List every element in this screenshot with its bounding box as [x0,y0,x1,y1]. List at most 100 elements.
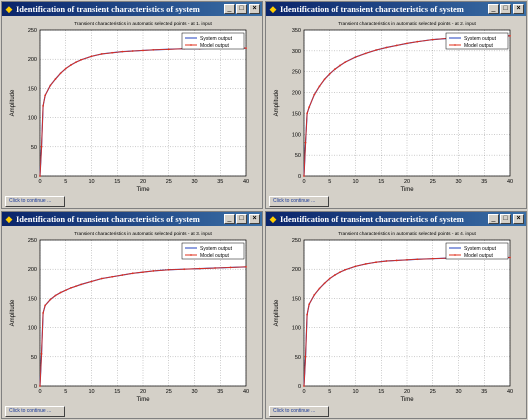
title-bar[interactable]: ◆ Identification of transient characteri… [266,2,526,16]
model-output-point [303,175,305,177]
legend-entry: Model output [464,43,494,49]
legend-box [181,242,245,260]
model-output-point [306,112,308,115]
y-tick-label: 300 [292,49,301,55]
axes-frame [303,29,511,177]
model-output-point [40,352,43,355]
legend-marker [190,254,192,256]
model-output-point [509,34,511,37]
x-tick-label: 30 [455,389,461,395]
chart-title: Transient characteristics in automatic s… [74,21,212,27]
model-output-point [131,272,134,275]
figure-window-2[interactable]: ◆ Identification of transient characteri… [265,1,527,209]
x-tick-label: 5 [64,389,67,395]
model-output-point [375,49,377,51]
title-bar[interactable]: ◆ Identification of transient characteri… [266,212,526,226]
close-button[interactable]: × [249,214,260,224]
y-tick-label: 200 [28,57,37,63]
model-output-point [183,268,186,271]
x-tick-label: 20 [140,389,146,395]
maximize-button[interactable]: □ [236,214,247,224]
matlab-figure-icon: ◆ [5,4,13,14]
model-output-point [385,260,388,262]
y-tick-label: 100 [292,132,301,138]
minimize-button[interactable]: _ [224,4,235,14]
model-output-point [64,289,67,292]
maximize-button[interactable]: □ [500,214,511,224]
model-output-point [64,67,67,70]
model-output-point [304,355,307,358]
minimize-button[interactable]: _ [224,214,235,224]
minimize-button[interactable]: _ [488,214,499,224]
y-tick-label: 150 [292,111,301,117]
figure-window-1[interactable]: ◆ Identification of transient characteri… [1,1,263,209]
x-tick-label: 35 [481,389,487,395]
x-tick-label: 5 [328,389,331,395]
maximize-button[interactable]: □ [500,4,511,14]
x-tick-label: 35 [217,179,223,185]
x-tick-label: 35 [481,179,487,185]
model-output-point [54,78,57,80]
legend-entry: Model output [200,253,230,259]
model-output-point [70,286,72,289]
window-title: Identification of transient characterist… [16,214,200,224]
axes-frame [303,239,511,387]
model-output-point [339,271,341,274]
figure-window-3[interactable]: ◆ Identification of transient characteri… [1,211,263,419]
model-output-point [318,85,321,88]
x-tick-label: 0 [302,389,305,395]
x-tick-label: 10 [88,179,94,185]
y-tick-label: 100 [28,116,37,122]
y-tick-label: 200 [292,267,301,273]
x-tick-label: 15 [378,179,384,185]
x-tick-label: 20 [404,389,410,395]
y-axis-label: Amplitude [10,299,16,326]
transient-chart: Transient characteristics in automatic s… [266,16,526,194]
y-tick-label: 250 [292,238,301,244]
model-output-point [70,64,72,66]
title-bar[interactable]: ◆ Identification of transient characteri… [2,2,262,16]
model-output-point [385,46,388,49]
window-title: Identification of transient characterist… [280,4,464,14]
chart-title: Transient characteristics in automatic s… [338,231,476,237]
minimize-button[interactable]: _ [488,4,499,14]
y-tick-label: 50 [295,355,301,361]
click-to-continue-button[interactable]: Click to continue ... [5,196,65,207]
x-tick-label: 0 [302,179,305,185]
x-tick-label: 40 [507,389,513,395]
x-tick-label: 40 [507,179,513,185]
x-tick-label: 35 [217,389,223,395]
chart-title: Transient characteristics in automatic s… [338,21,476,27]
click-to-continue-button[interactable]: Click to continue ... [5,406,65,417]
model-output-point [344,268,347,271]
model-output-point [323,282,326,285]
model-output-point [431,257,434,260]
y-tick-label: 250 [28,28,37,34]
legend-box [181,32,245,50]
legend-marker [454,254,456,256]
figure-window-4[interactable]: ◆ Identification of transient characteri… [265,211,527,419]
model-output-point [80,283,83,286]
maximize-button[interactable]: □ [236,4,247,14]
y-tick-label: 0 [34,384,37,390]
model-output-point [54,294,57,297]
x-tick-label: 0 [38,179,41,185]
model-output-point [344,61,347,64]
model-output-point [323,78,326,81]
legend-box [445,242,509,260]
close-button[interactable]: × [249,4,260,14]
model-output-point [100,277,103,280]
close-button[interactable]: × [513,4,524,14]
y-axis-label: Amplitude [10,89,16,116]
title-bar[interactable]: ◆ Identification of transient characteri… [2,212,262,226]
close-button[interactable]: × [513,214,524,224]
click-to-continue-button[interactable]: Click to continue ... [269,196,329,207]
y-tick-label: 150 [292,296,301,302]
y-tick-label: 150 [28,86,37,92]
x-tick-label: 15 [378,389,384,395]
model-output-point [509,256,511,259]
y-axis-label: Amplitude [274,299,280,326]
click-to-continue-button[interactable]: Click to continue ... [269,406,329,417]
model-output-point [40,145,43,148]
model-output-point [75,285,77,288]
